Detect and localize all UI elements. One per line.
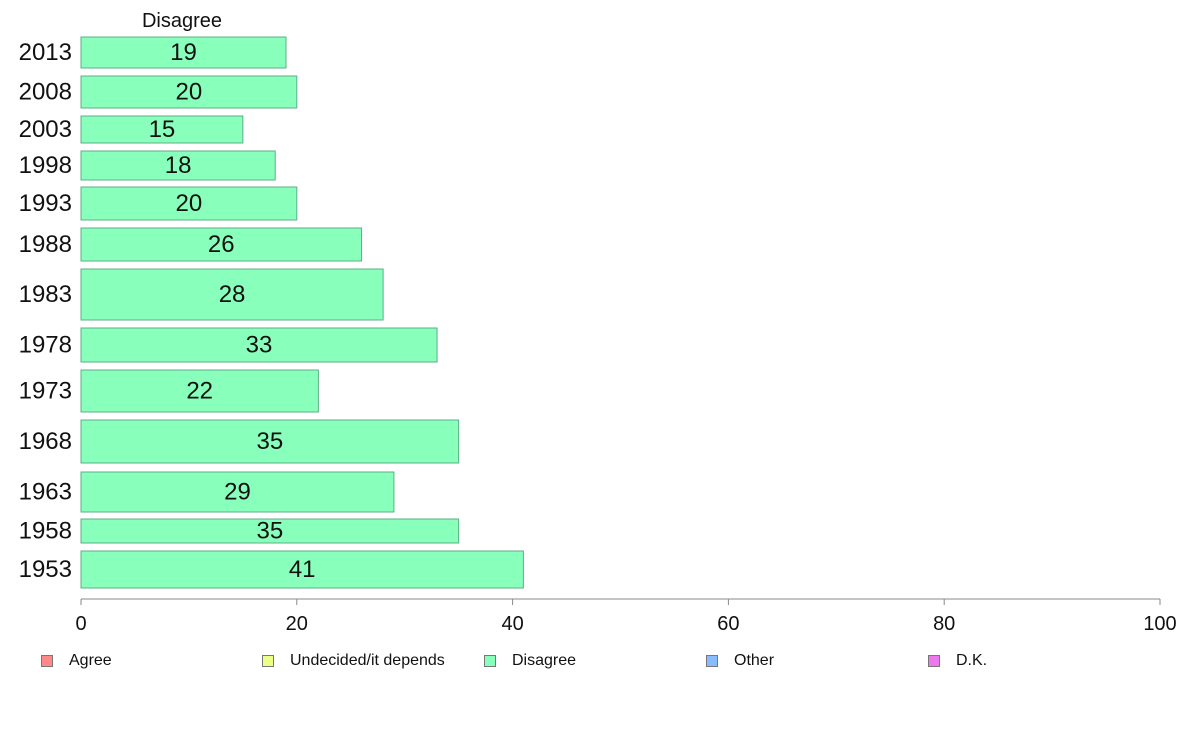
bar-1953: [80, 550, 524, 589]
y-tick-label-1973: 1973: [19, 378, 72, 405]
legend-item-other: Other: [706, 652, 774, 670]
y-tick-label-1968: 1968: [19, 428, 72, 455]
legend-swatch-disagree: [484, 655, 496, 667]
bar-1958: [80, 518, 460, 544]
chart-title: Disagree: [142, 10, 222, 32]
legend-label: Undecided/it depends: [290, 652, 445, 669]
y-tick-label-1988: 1988: [19, 231, 72, 258]
x-tick-label-20: 20: [286, 613, 308, 635]
x-tick-label-100: 100: [1143, 613, 1176, 635]
legend-swatch-undecided: [262, 655, 274, 667]
data-label-2003: 15: [149, 116, 176, 143]
bar-2008: [80, 75, 298, 109]
bar-2003: [80, 115, 244, 144]
legend-swatch-dk: [928, 655, 940, 667]
legend-item-agree: Agree: [41, 652, 112, 670]
y-tick-label-1998: 1998: [19, 152, 72, 179]
y-tick-label-1993: 1993: [19, 190, 72, 217]
data-label-1953: 41: [289, 556, 316, 583]
data-label-1958: 35: [256, 518, 283, 545]
data-label-1998: 18: [165, 152, 192, 179]
bar-2013: [80, 36, 287, 69]
data-label-1988: 26: [208, 231, 235, 258]
legend-swatch-agree: [41, 655, 53, 667]
legend: Agree Undecided/it depends Disagree Othe…: [0, 652, 1188, 676]
legend-label: Disagree: [512, 652, 577, 669]
y-tick-label-1963: 1963: [19, 479, 72, 506]
legend-label: Agree: [69, 652, 112, 669]
data-label-2008: 20: [176, 79, 203, 106]
x-tick-label-80: 80: [933, 613, 955, 635]
data-label-1978: 33: [246, 332, 273, 359]
y-tick-label-1958: 1958: [19, 518, 72, 545]
legend-label: D.K.: [956, 652, 988, 669]
bar-1983: [80, 268, 384, 321]
data-label-1993: 20: [176, 190, 203, 217]
y-tick-label-2013: 2013: [19, 39, 72, 66]
y-tick-label-1983: 1983: [19, 281, 72, 308]
legend-label: Other: [734, 652, 775, 669]
legend-item-undecided: Undecided/it depends: [262, 652, 445, 670]
data-label-1968: 35: [256, 428, 283, 455]
data-label-1983: 28: [219, 281, 246, 308]
bar-1988: [80, 227, 363, 262]
y-tick-label-2008: 2008: [19, 79, 72, 106]
legend-swatch-other: [706, 655, 718, 667]
legend-item-dk: D.K.: [928, 652, 987, 670]
bar-1993: [80, 186, 298, 221]
x-tick-label-40: 40: [501, 613, 523, 635]
bar-1963: [80, 471, 395, 513]
bar-1968: [80, 419, 460, 464]
y-tick-label-1978: 1978: [19, 332, 72, 359]
bar-1973: [80, 369, 319, 413]
x-tick-label-0: 0: [75, 613, 86, 635]
data-label-1963: 29: [224, 479, 251, 506]
bar-1998: [80, 150, 276, 181]
bar-1978: [80, 327, 438, 363]
data-label-2013: 19: [170, 39, 197, 66]
legend-item-disagree: Disagree: [484, 652, 576, 670]
x-tick-label-60: 60: [717, 613, 739, 635]
data-label-1973: 22: [186, 378, 213, 405]
y-tick-label-2003: 2003: [19, 116, 72, 143]
y-tick-label-1953: 1953: [19, 556, 72, 583]
